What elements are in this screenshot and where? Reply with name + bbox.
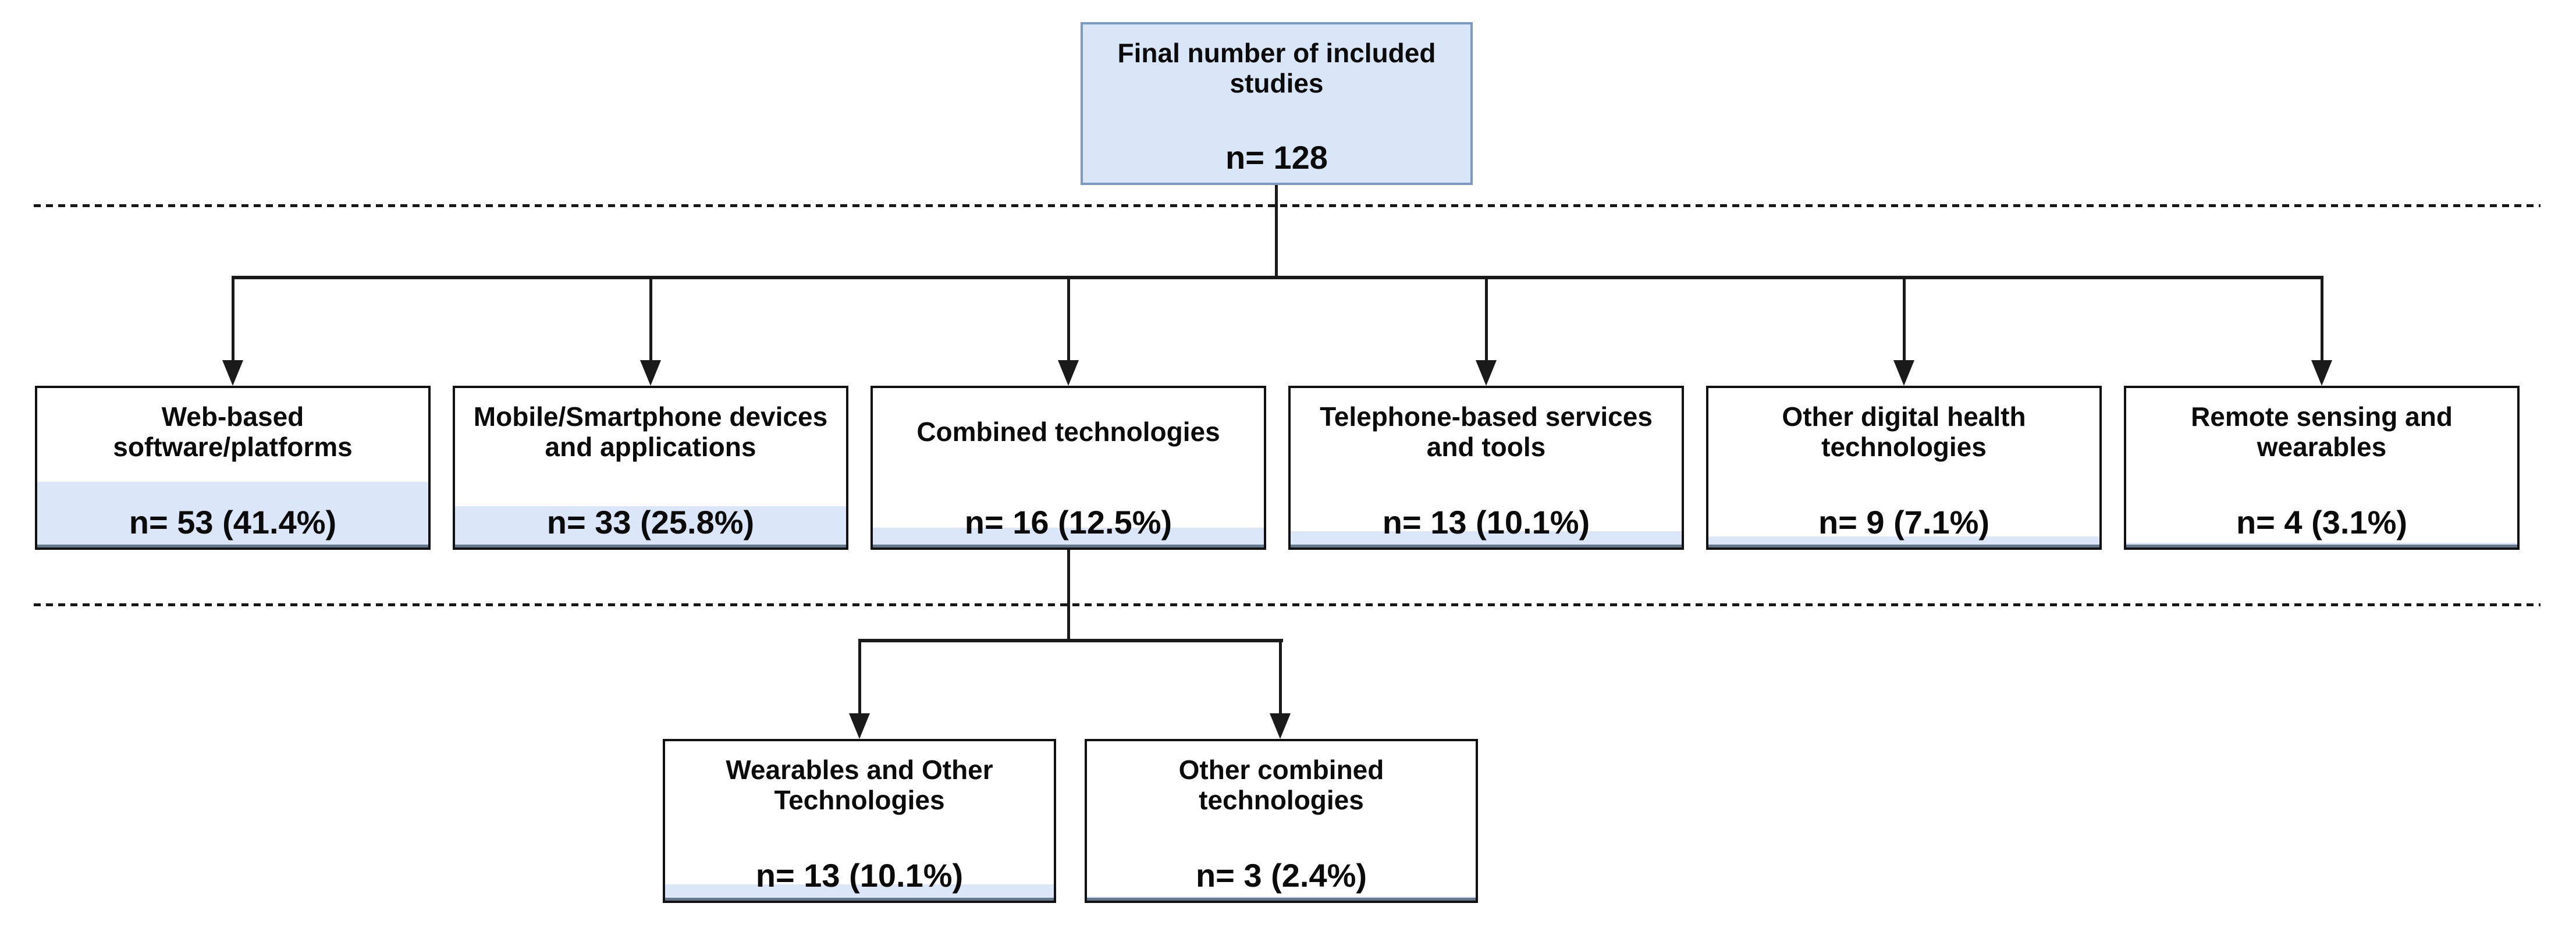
pct-fill-strip — [37, 481, 428, 547]
pct-fill-strip — [1291, 531, 1682, 547]
connector-branch3-stem — [1067, 276, 1070, 362]
connector-sub2-stem — [1279, 639, 1282, 714]
branch-box-title: Web-based software/platforms — [113, 401, 353, 462]
connector-branch2-stem — [649, 276, 652, 362]
branch-box-title: Combined technologies — [916, 417, 1220, 447]
sub-box-count: n= 13 (10.1%) — [755, 857, 964, 894]
pct-fill-strip — [873, 527, 1264, 547]
branch-box-count: n= 33 (25.8%) — [546, 504, 755, 541]
branch-box-web-based: Web-based software/platforms n= 53 (41.4… — [35, 386, 431, 550]
branch-box-mobile-smartphone: Mobile/Smartphone devices and applicatio… — [453, 386, 848, 550]
pct-fill-strip — [2126, 542, 2517, 547]
root-box-included-studies: Final number of included studies n= 128 — [1081, 22, 1473, 185]
connector-sub-stem — [1067, 550, 1070, 642]
branch-box-title: Mobile/Smartphone devices and applicatio… — [473, 401, 828, 462]
pct-fill-strip — [1708, 536, 2099, 547]
branch-box-count: n= 13 (10.1%) — [1382, 504, 1590, 541]
connector-branch6-stem — [2321, 276, 2323, 362]
connector-sub1-stem — [858, 639, 861, 714]
branch-box-title: Other digital health technologies — [1782, 401, 2026, 462]
dashed-separator-bottom — [34, 603, 2541, 606]
dashed-separator-top — [34, 204, 2541, 207]
branch-box-other-digital-health: Other digital health technologies n= 9 (… — [1706, 386, 2102, 550]
arrowhead-branch2 — [640, 360, 661, 386]
branch-box-count: n= 16 (12.5%) — [964, 504, 1172, 541]
arrowhead-branch1 — [222, 360, 243, 386]
root-box-title: Final number of included studies — [1117, 38, 1436, 98]
arrowhead-sub2 — [1270, 713, 1291, 739]
connector-root-stem — [1275, 185, 1278, 278]
branch-box-count: n= 9 (7.1%) — [1818, 504, 1990, 541]
connector-branch1-stem — [232, 276, 234, 362]
root-box-count: n= 128 — [1225, 139, 1328, 176]
branch-box-title: Telephone-based services and tools — [1320, 401, 1653, 462]
pct-fill-strip — [1087, 897, 1476, 901]
branch-box-remote-sensing: Remote sensing and wearables n= 4 (3.1%) — [2124, 386, 2520, 550]
connector-sub-bar — [858, 639, 1283, 642]
sub-box-title: Wearables and Other Technologies — [726, 755, 993, 815]
pct-fill-strip — [665, 884, 1054, 901]
arrowhead-branch6 — [2311, 360, 2332, 386]
sub-box-title: Other combined technologies — [1178, 755, 1384, 815]
arrowhead-branch4 — [1476, 360, 1497, 386]
branch-box-count: n= 4 (3.1%) — [2236, 504, 2408, 541]
arrowhead-branch5 — [1893, 360, 1914, 386]
sub-box-count: n= 3 (2.4%) — [1195, 857, 1367, 894]
arrowhead-sub1 — [849, 713, 870, 739]
branch-box-title: Remote sensing and wearables — [2191, 401, 2453, 462]
branch-box-telephone-based: Telephone-based services and tools n= 13… — [1288, 386, 1684, 550]
branch-box-count: n= 53 (41.4%) — [129, 504, 337, 541]
connector-level1-bar — [232, 276, 2323, 279]
connector-branch4-stem — [1485, 276, 1488, 362]
arrowhead-branch3 — [1058, 360, 1079, 386]
branch-box-combined-technologies: Combined technologies n= 16 (12.5%) — [870, 386, 1266, 550]
pct-fill-strip — [455, 506, 846, 547]
sub-box-wearables-other: Wearables and Other Technologies n= 13 (… — [663, 739, 1056, 903]
sub-box-other-combined: Other combined technologies n= 3 (2.4%) — [1085, 739, 1478, 903]
connector-branch5-stem — [1903, 276, 1906, 362]
